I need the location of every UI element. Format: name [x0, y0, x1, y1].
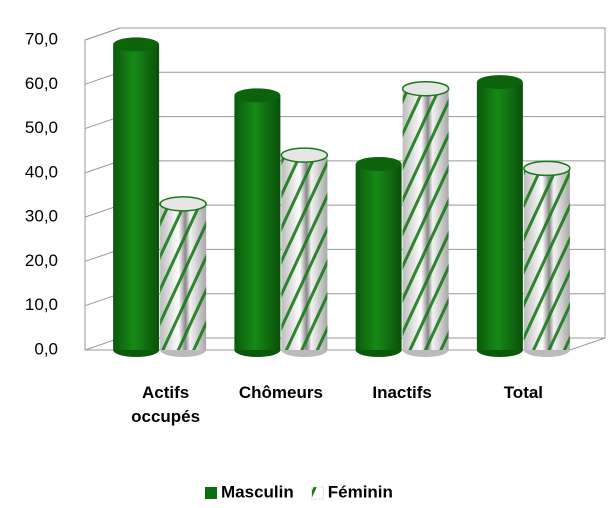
y-tick-label: 50,0 — [25, 118, 58, 137]
bar — [113, 37, 160, 357]
bar-top — [476, 75, 523, 90]
bar-stripes — [523, 168, 570, 350]
y-tick-label: 0,0 — [34, 339, 58, 358]
bar — [159, 196, 207, 357]
bar-top — [234, 88, 281, 103]
bar — [401, 80, 450, 357]
bar-top — [159, 196, 207, 212]
y-tick-label: 20,0 — [25, 251, 58, 270]
x-tick-label: Actifs occupés — [131, 383, 201, 426]
y-tick-label: 40,0 — [25, 162, 58, 181]
bar-body — [113, 44, 160, 351]
bar — [234, 88, 281, 357]
bar — [355, 157, 402, 357]
bar-stripes — [160, 203, 207, 350]
grid-line — [84, 27, 605, 41]
bar-stripes — [402, 88, 449, 350]
y-tick-label: 30,0 — [25, 207, 58, 226]
x-tick-label: Chômeurs — [238, 383, 323, 402]
bar-top — [280, 147, 329, 163]
legend-swatch — [311, 486, 324, 500]
y-tick-label: 70,0 — [25, 29, 58, 48]
bar-body — [234, 95, 281, 350]
bar — [280, 147, 329, 357]
bar — [523, 160, 571, 357]
bar-body — [355, 164, 402, 350]
x-tick-label: Inactifs — [372, 383, 432, 402]
bar-body — [476, 82, 523, 351]
bar-top — [355, 157, 402, 171]
y-tick-label: 10,0 — [25, 295, 58, 314]
grid-line — [84, 71, 605, 85]
bar — [476, 75, 523, 357]
grid-line — [84, 116, 605, 130]
legend-label: Féminin — [328, 482, 393, 501]
bar-stripes — [281, 155, 328, 350]
legend-label: Masculin — [221, 482, 294, 501]
legend-swatch — [205, 487, 217, 499]
y-tick-label: 60,0 — [25, 74, 58, 93]
bar-top — [401, 80, 450, 97]
x-tick-label: Total — [503, 383, 544, 402]
bar-top — [523, 160, 571, 177]
bar-top — [113, 37, 160, 52]
